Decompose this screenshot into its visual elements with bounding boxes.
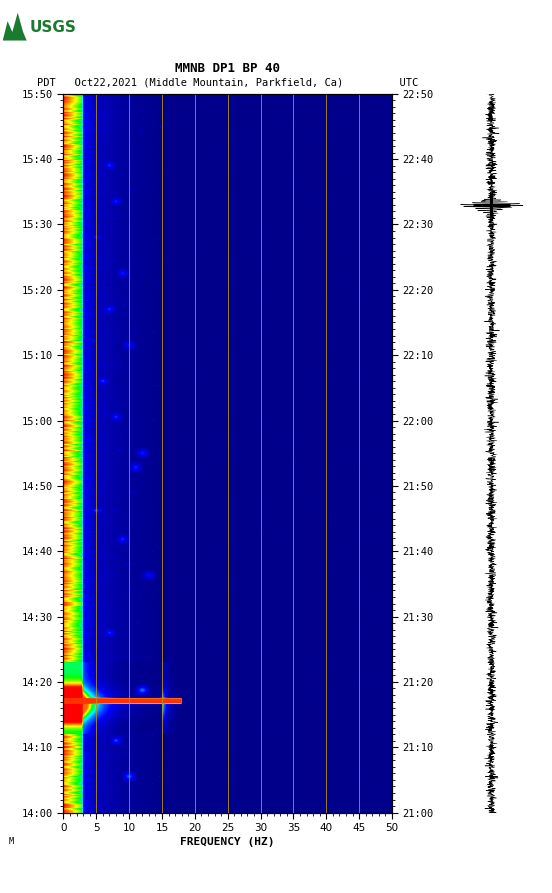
Text: MMNB DP1 BP 40: MMNB DP1 BP 40 <box>176 63 280 75</box>
X-axis label: FREQUENCY (HZ): FREQUENCY (HZ) <box>181 838 275 847</box>
Polygon shape <box>3 13 26 40</box>
Text: M: M <box>8 837 13 846</box>
Text: USGS: USGS <box>30 21 77 35</box>
Text: PDT   Oct22,2021 (Middle Mountain, Parkfield, Ca)         UTC: PDT Oct22,2021 (Middle Mountain, Parkfie… <box>38 77 418 88</box>
